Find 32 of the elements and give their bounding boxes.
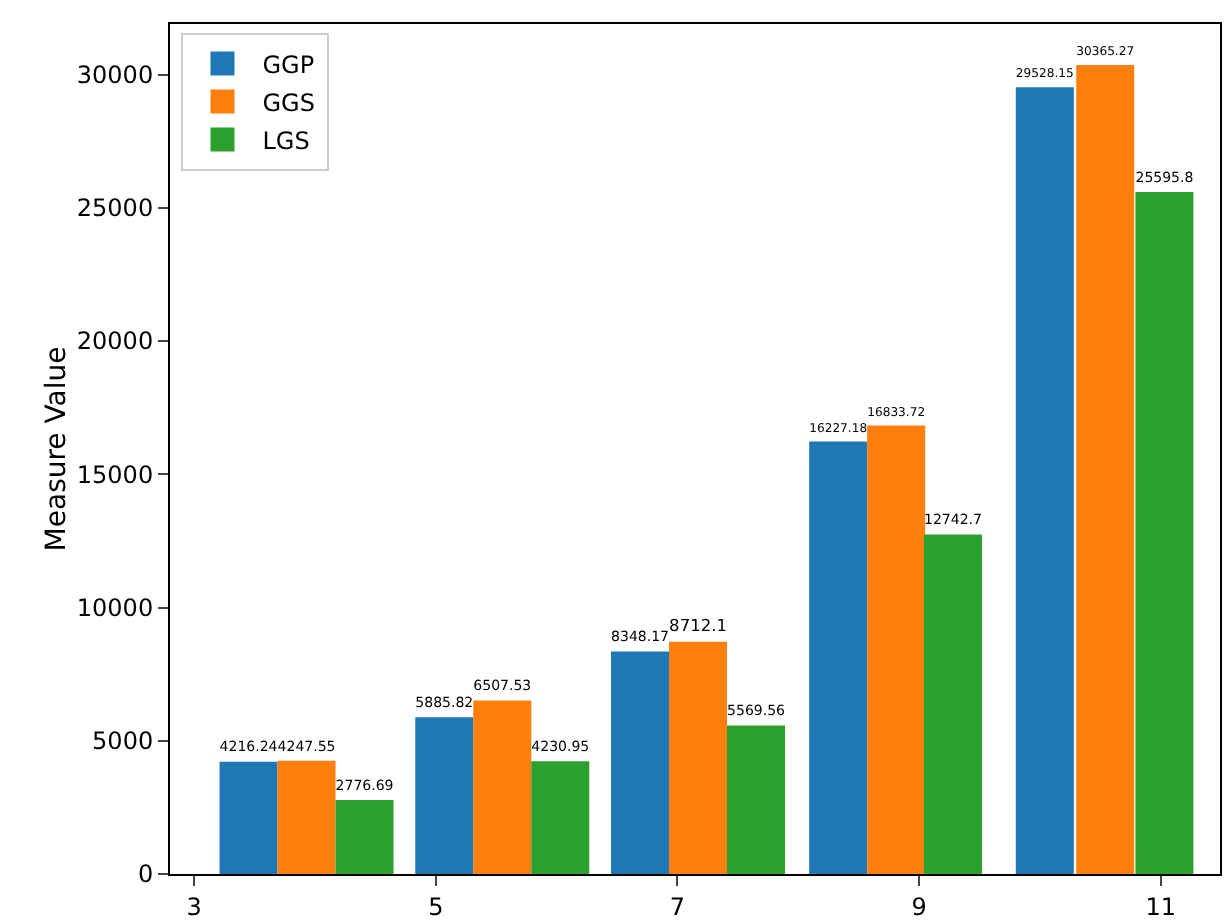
y-tick-label: 10000 xyxy=(76,593,154,622)
bar xyxy=(473,700,532,874)
bar xyxy=(219,761,278,874)
bar xyxy=(335,800,394,874)
y-tick-label: 0 xyxy=(137,860,154,889)
y-tick-label: 25000 xyxy=(76,194,154,223)
y-tick-label: 5000 xyxy=(92,727,154,756)
x-tick-label: 11 xyxy=(1145,892,1177,920)
bar xyxy=(727,725,786,874)
x-tick-label: 9 xyxy=(911,892,927,920)
y-tick-label: 15000 xyxy=(76,460,154,489)
bar xyxy=(669,641,728,874)
bar xyxy=(923,534,982,874)
bar xyxy=(867,425,926,874)
x-tick-label: 5 xyxy=(428,892,444,920)
bar xyxy=(1015,87,1074,874)
legend-label: GGP xyxy=(262,50,315,79)
y-axis-title: Measure Value xyxy=(40,346,73,552)
bar xyxy=(809,441,868,874)
bar xyxy=(611,651,670,874)
y-tick-label: 30000 xyxy=(76,61,154,90)
bar xyxy=(415,717,474,874)
y-tick-label: 20000 xyxy=(76,327,154,356)
bar xyxy=(277,760,336,874)
x-tick-label: 3 xyxy=(186,892,202,920)
bar xyxy=(1076,64,1135,874)
bar xyxy=(531,761,590,874)
bar xyxy=(1135,191,1194,874)
data-label: 8712.1 xyxy=(669,614,727,635)
legend-label: GGS xyxy=(262,88,315,117)
legend-label: LGS xyxy=(262,126,310,155)
x-tick-label: 7 xyxy=(669,892,686,920)
